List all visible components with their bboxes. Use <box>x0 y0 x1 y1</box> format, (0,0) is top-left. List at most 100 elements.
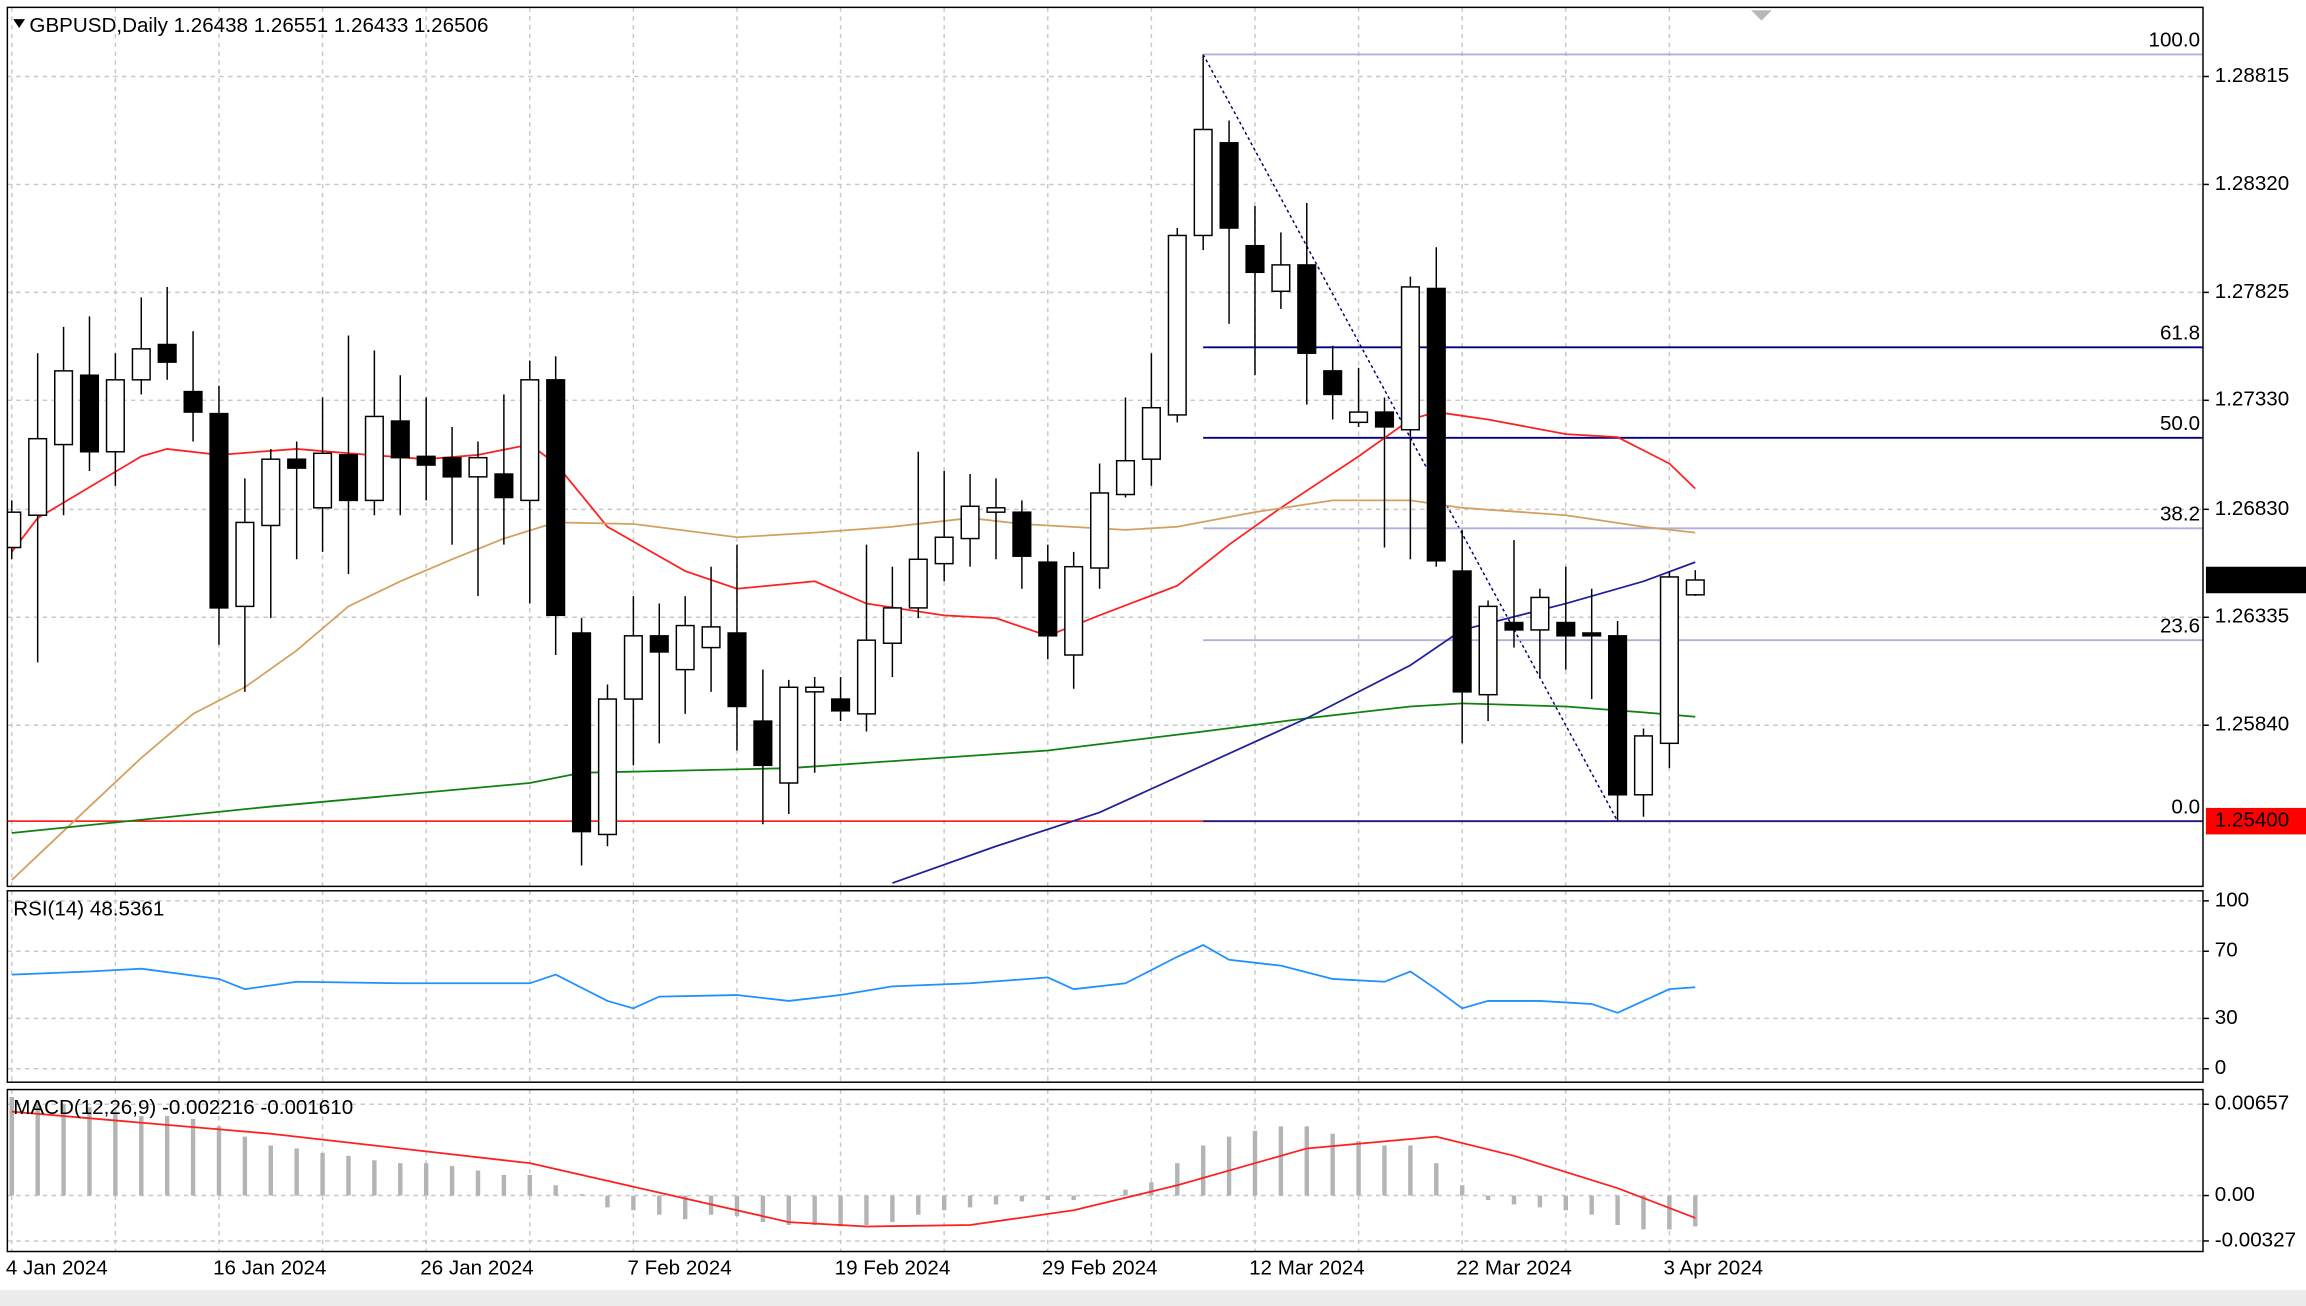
moving-average <box>11 499 1696 881</box>
candle-body <box>131 348 151 381</box>
candle-body <box>1374 411 1395 428</box>
macd-bar <box>1175 1163 1180 1196</box>
macd-bar <box>501 1174 507 1196</box>
macd-bar <box>1045 1195 1050 1200</box>
candle-body <box>1115 459 1136 496</box>
shift-marker <box>1751 10 1772 21</box>
candle-body <box>753 720 773 767</box>
macd-bar <box>346 1155 351 1196</box>
candle-body <box>831 698 851 712</box>
chart-title: GBPUSD,Daily 1.26438 1.26551 1.26433 1.2… <box>29 14 488 37</box>
macd-bar <box>1693 1195 1698 1227</box>
macd-bar <box>449 1166 455 1196</box>
candle-body <box>1090 492 1110 569</box>
macd-bar <box>1382 1145 1387 1196</box>
candle-body <box>390 420 410 459</box>
candle-body <box>494 473 514 499</box>
macd-bar <box>1615 1195 1620 1225</box>
macd-bar <box>1330 1133 1335 1196</box>
macd-bar <box>423 1163 429 1196</box>
macd-bar <box>9 1096 14 1196</box>
macd-bar <box>838 1195 843 1227</box>
macd-bar <box>164 1116 170 1196</box>
indicator-title: RSI(14) 48.5361 <box>13 897 164 920</box>
macd-bar <box>527 1174 532 1196</box>
macd-bar <box>657 1195 662 1215</box>
candle-body <box>338 454 359 502</box>
macd-bar <box>113 1111 118 1196</box>
candle-body <box>287 458 307 469</box>
moving-average <box>11 702 1696 834</box>
candle-body <box>7 511 22 549</box>
x-tick-label: 16 Jan 2024 <box>213 1257 326 1280</box>
y-tick-label: 0.00657 <box>2215 1092 2289 1115</box>
macd-bar <box>61 1104 66 1196</box>
last-price-tag <box>2205 566 2306 594</box>
macd-bar <box>1149 1182 1154 1196</box>
candle-body <box>1400 286 1420 431</box>
macd-bar <box>1200 1145 1206 1196</box>
candle-body <box>79 374 100 453</box>
candle-body <box>1323 370 1343 396</box>
macd-bar <box>1071 1195 1076 1200</box>
rsi-line <box>11 944 1696 1014</box>
macd-bar <box>553 1185 558 1196</box>
candle-body <box>54 370 74 446</box>
candle-body <box>1064 565 1084 656</box>
x-tick-label: 26 Jan 2024 <box>420 1257 533 1280</box>
candle-body <box>1245 244 1265 274</box>
candle-body <box>623 635 643 700</box>
candle-body <box>1633 735 1654 796</box>
candle-body <box>1012 511 1032 557</box>
macd-bar <box>864 1195 869 1225</box>
macd-bar <box>320 1152 325 1196</box>
candle-body <box>1478 605 1498 696</box>
macd-bar <box>1459 1185 1465 1196</box>
candle-body <box>442 456 462 478</box>
y-tick-label: 0.00 <box>2215 1183 2255 1206</box>
candle-body <box>597 698 618 836</box>
macd-bar <box>372 1160 377 1196</box>
fibo-label: 0.0 <box>2171 795 2200 818</box>
candle-body <box>313 452 333 509</box>
status-strip <box>0 1289 2306 1306</box>
candle-body <box>468 456 488 478</box>
fibo-label: 23.6 <box>2160 614 2200 637</box>
y-tick-label: 1.28815 <box>2215 64 2289 87</box>
macd-bar <box>1019 1195 1025 1202</box>
macd-bar <box>812 1195 817 1225</box>
macd-bar <box>1226 1136 1232 1196</box>
candle-body <box>235 521 255 608</box>
macd-bar <box>268 1145 273 1196</box>
candle-body <box>675 624 695 671</box>
candle-body <box>1685 579 1705 596</box>
candle-body <box>908 558 928 609</box>
candle-body <box>1659 576 1679 745</box>
x-tick-label: 3 Apr 2024 <box>1663 1257 1763 1280</box>
macd-bar <box>1408 1145 1413 1196</box>
candle-body <box>1038 561 1058 637</box>
x-tick-label: 29 Feb 2024 <box>1042 1257 1158 1280</box>
signal-line <box>11 1110 1696 1228</box>
last-price-label: 1.26506 <box>2215 567 2289 590</box>
macd-bar <box>1641 1195 1646 1230</box>
candle-body <box>960 505 980 540</box>
candle-body <box>183 390 203 413</box>
panel <box>7 7 2203 887</box>
candle-body <box>1193 128 1213 237</box>
macd-bar <box>579 1194 584 1196</box>
macd-bar <box>605 1195 610 1208</box>
macd-bar <box>941 1195 947 1211</box>
macd-bar <box>87 1107 92 1196</box>
candle-body <box>1349 411 1369 424</box>
price-tag-label: 1.25400 <box>2215 809 2289 832</box>
fibo-label: 100.0 <box>2149 29 2201 52</box>
candle-body <box>1582 632 1602 637</box>
y-tick-label: 1.27330 <box>2215 388 2289 411</box>
candle-body <box>209 412 229 609</box>
candle-body <box>105 379 125 453</box>
y-tick-label: 0 <box>2215 1056 2226 1079</box>
macd-bar <box>1485 1195 1491 1200</box>
candle-body <box>1141 406 1161 460</box>
candle-body <box>649 635 669 653</box>
